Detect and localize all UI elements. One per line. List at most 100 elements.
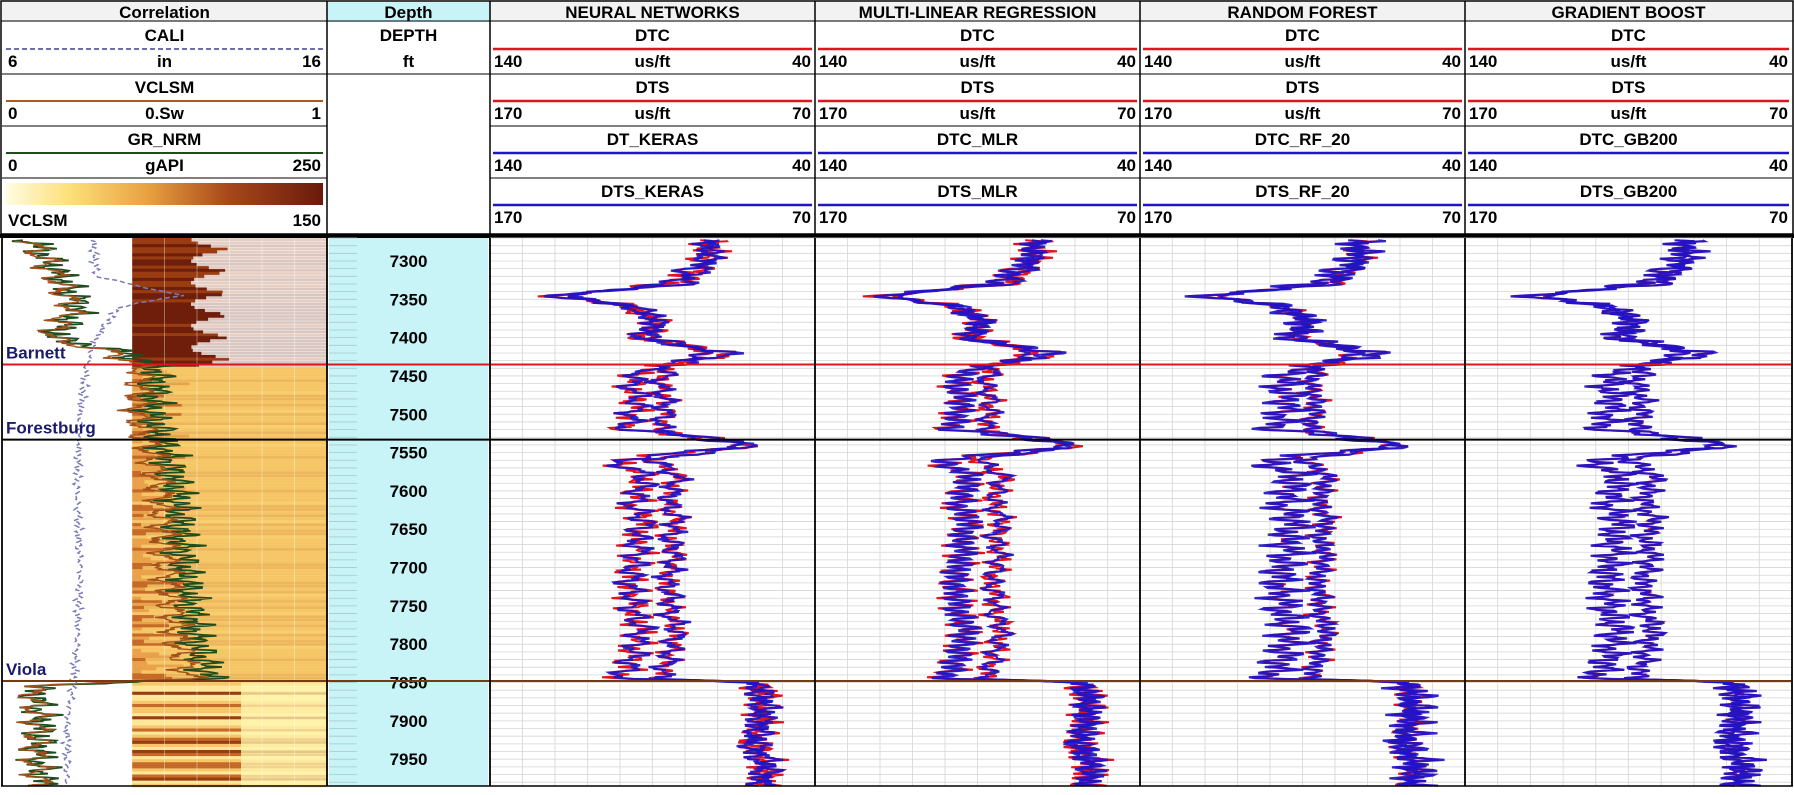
vclsm-left-band — [147, 661, 327, 665]
vclsm-left-band — [144, 480, 327, 484]
model-curve-name: DTS_GB200 — [1580, 182, 1677, 201]
curve-scale-right: 16 — [302, 52, 321, 71]
model-curve-name: DTC_MLR — [937, 130, 1018, 149]
vclsm-left-band — [141, 449, 327, 454]
vclsm-left-band — [241, 700, 327, 705]
depth-tick-label: 7400 — [390, 329, 428, 348]
vclsm-left-band — [186, 612, 327, 616]
vclsm-left-band — [141, 418, 327, 423]
vclsm-left-band — [227, 247, 327, 251]
model-scale-left: 170 — [1469, 104, 1497, 123]
vclsm-left-band — [185, 455, 327, 460]
vclsm-left-band — [163, 520, 327, 524]
vclsm-left-band — [191, 302, 327, 306]
vclsm-left-band — [241, 697, 327, 702]
curve-unit: in — [157, 52, 172, 71]
model-scale-left: 140 — [1144, 52, 1172, 71]
vclsm-left-band — [197, 342, 327, 346]
vclsm-left-band — [150, 385, 327, 389]
vclsm-left-band — [155, 452, 327, 457]
model-curve-name: DTC — [960, 26, 995, 45]
vclsm-left-band — [241, 737, 327, 742]
vclsm-left-band — [146, 535, 327, 539]
vclsm-left-band — [208, 317, 327, 322]
model-scale-left: 170 — [819, 104, 847, 123]
vclsm-left-band — [206, 287, 327, 291]
model-scale-left: 170 — [1144, 208, 1172, 227]
depth-curve-name: DEPTH — [380, 26, 438, 45]
vclsm-left-band — [175, 642, 327, 647]
depth-tick-label: 7850 — [390, 674, 428, 693]
vclsm-left-band — [150, 431, 327, 435]
vclsm-left-band — [221, 293, 327, 297]
model-curve-name: DTC — [1285, 26, 1320, 45]
vclsm-left-band — [177, 477, 327, 481]
vclsm-left-band — [155, 578, 327, 582]
vclsm-left-band — [181, 403, 327, 408]
model-curve-unit: us/ft — [1611, 52, 1647, 71]
vclsm-left-band — [141, 596, 327, 601]
curve-name: GR_NRM — [128, 130, 202, 149]
vclsm-left-band — [222, 290, 327, 294]
vclsm-left-band — [141, 618, 327, 622]
vclsm-left-band — [141, 523, 327, 527]
track-title-model: RANDOM FOREST — [1227, 3, 1378, 22]
vclsm-left-band — [164, 547, 327, 552]
model-scale-left: 140 — [1144, 156, 1172, 175]
vclsm-left-band — [141, 366, 327, 371]
vclsm-left-band — [203, 329, 327, 334]
model-curve-unit: us/ft — [1611, 104, 1647, 123]
vclsm-left-band — [241, 703, 327, 708]
vclsm-left-band — [146, 406, 327, 411]
vclsm-left-band — [174, 425, 327, 429]
vclsm-left-band — [168, 621, 327, 625]
vclsm-left-band — [152, 379, 327, 383]
vclsm-left-band — [201, 351, 327, 355]
vclsm-left-band — [169, 624, 327, 628]
model-scale-left: 140 — [819, 156, 847, 175]
vclsm-left-band — [141, 575, 327, 579]
vclsm-left-band — [160, 474, 327, 478]
vclsm-left-band — [159, 593, 327, 598]
vclsm-left-band — [191, 259, 327, 264]
model-title-bg — [1465, 2, 1792, 22]
curve-scale-left: 6 — [8, 52, 17, 71]
vclsm-left-band — [241, 774, 327, 779]
vclsm-left-band — [199, 363, 327, 368]
model-track — [815, 237, 1140, 787]
vclsm-left-band — [157, 400, 327, 405]
model-scale-left: 140 — [1469, 52, 1497, 71]
log-body: 7300 7350 7400 7450 7500 7550 7600 7650 7700 7750… — [1, 237, 1793, 788]
model-curve-name: DTS_KERAS — [601, 182, 704, 201]
vclsm-left-band — [226, 336, 327, 340]
model-curve-unit: us/ft — [960, 104, 996, 123]
fill-name: VCLSM — [8, 211, 68, 230]
vclsm-left-band — [241, 749, 327, 754]
vclsm-left-band — [194, 305, 327, 310]
vclsm-left-band — [182, 538, 327, 543]
model-title-bg — [815, 2, 1140, 22]
model-curve-name: DTS — [1286, 78, 1320, 97]
formation-top-label: Forestburg — [6, 419, 96, 438]
vclsm-left-band — [157, 541, 327, 546]
vclsm-left-band — [165, 673, 327, 677]
vclsm-left-band — [215, 354, 327, 359]
vclsm-left-band — [194, 277, 327, 282]
track-title-model: NEURAL NETWORKS — [565, 3, 739, 22]
model-title-bg — [490, 2, 815, 22]
vclsm-left-band — [170, 443, 327, 447]
vclsm-left-band — [225, 268, 327, 273]
vclsm-left-band — [178, 464, 327, 469]
vclsm-left-band — [241, 780, 327, 785]
model-scale-left: 140 — [1469, 156, 1497, 175]
vclsm-left-band — [241, 768, 327, 772]
vclsm-left-band — [159, 651, 327, 656]
vclsm-left-band — [149, 636, 327, 641]
vclsm-left-band — [160, 467, 327, 472]
model-scale-right: 70 — [1117, 208, 1136, 227]
depth-title-bg — [327, 2, 490, 22]
vclsm-left-band — [179, 590, 327, 595]
model-curve-unit: us/ft — [635, 104, 671, 123]
model-scale-left: 140 — [494, 156, 522, 175]
vclsm-left-band — [185, 486, 327, 490]
